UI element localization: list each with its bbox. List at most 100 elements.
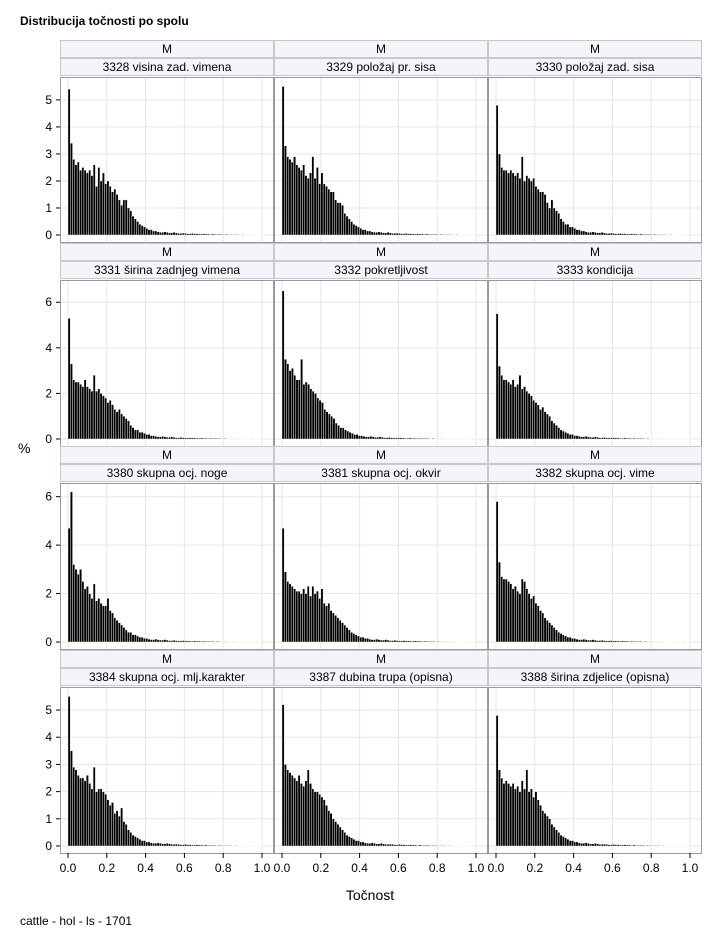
histogram-bar — [580, 436, 583, 440]
histogram-bar — [74, 769, 78, 847]
histogram-bar — [188, 640, 192, 643]
histogram-bar — [421, 641, 424, 643]
histogram-bar — [316, 590, 319, 643]
histogram-bar — [386, 232, 390, 236]
histogram-bar — [541, 612, 545, 643]
histogram-bar — [418, 844, 422, 847]
footer-note: cattle - hol - ls - 1701 — [20, 914, 133, 928]
histogram-bar — [177, 233, 181, 236]
histogram-bar — [361, 636, 365, 643]
histogram-bar — [193, 844, 197, 847]
histogram-bar — [83, 169, 87, 236]
histogram-bar — [418, 233, 422, 236]
histogram-bar — [325, 186, 328, 236]
histogram-bar — [609, 640, 613, 643]
histogram-bar — [218, 233, 222, 236]
histogram-bar — [209, 437, 212, 440]
histogram-bar — [229, 234, 233, 236]
histogram-bar — [400, 233, 404, 236]
panel-sex-label: M — [162, 42, 172, 56]
histogram-bar — [539, 191, 542, 236]
histogram-bar — [596, 232, 599, 236]
histogram-bar — [530, 598, 533, 643]
histogram-bar — [632, 641, 636, 643]
histogram-bar — [534, 402, 538, 440]
histogram-bar — [304, 381, 308, 440]
histogram-bar — [427, 641, 431, 643]
x-tick-label: 0.0 — [60, 861, 77, 875]
histogram-bar — [302, 588, 306, 643]
histogram-bar — [525, 769, 529, 847]
histogram-bar — [92, 164, 96, 236]
histogram-bar — [557, 632, 561, 643]
histogram-bar — [313, 791, 317, 847]
panel-trait-label: 3388 širina zdjelice (opisna) — [521, 670, 670, 684]
histogram-bar — [72, 766, 76, 847]
histogram-bar — [170, 844, 174, 847]
histogram-bar — [580, 843, 583, 847]
histogram-bar — [430, 845, 433, 847]
histogram-bar — [304, 175, 308, 236]
histogram-bar — [420, 438, 424, 440]
histogram-bar — [393, 640, 397, 643]
histogram-bar — [218, 438, 222, 440]
histogram-bar — [127, 632, 130, 643]
histogram-bar — [74, 164, 78, 236]
histogram-bar — [207, 844, 210, 847]
histogram-bar — [609, 844, 613, 847]
panel-sex-label: M — [376, 245, 386, 259]
histogram-bar — [220, 845, 224, 847]
y-tick-label: 2 — [45, 174, 52, 188]
y-tick-label: 5 — [45, 93, 52, 107]
histogram-bar — [662, 234, 666, 236]
histogram-bar — [623, 640, 627, 643]
histogram-bar — [402, 844, 406, 847]
histogram-bar — [156, 842, 160, 847]
histogram-bar — [655, 234, 659, 236]
histogram-bar — [555, 425, 558, 440]
histogram-bar — [336, 617, 340, 643]
histogram-bar — [557, 832, 561, 847]
histogram-bar — [407, 844, 411, 847]
y-tick-label: 4 — [45, 730, 52, 744]
histogram-bar — [302, 164, 306, 236]
histogram-bar — [422, 438, 426, 440]
histogram-bar — [502, 169, 506, 236]
histogram-bar — [543, 194, 547, 236]
histogram-bar — [202, 437, 206, 440]
histogram-bar — [191, 437, 194, 440]
histogram-bar — [450, 234, 454, 236]
histogram-bar — [416, 640, 420, 643]
histogram-bar — [293, 777, 296, 847]
y-tick-label: 4 — [45, 120, 52, 134]
histogram-bar — [557, 427, 561, 440]
histogram-bar — [104, 397, 107, 440]
histogram-bar — [350, 221, 353, 236]
histogram-bar — [448, 234, 452, 236]
histogram-bar — [566, 433, 570, 440]
histogram-bar — [76, 381, 80, 440]
histogram-bar — [300, 593, 303, 643]
histogram-bar — [70, 363, 73, 440]
histogram-bar — [329, 813, 333, 847]
y-tick-label: 2 — [45, 386, 52, 400]
histogram-bar — [147, 229, 151, 236]
panel-strip-sex — [488, 446, 702, 464]
histogram-bar — [81, 386, 85, 440]
histogram-bar — [216, 438, 219, 440]
histogram-bar — [290, 775, 294, 847]
histogram-bar — [74, 569, 78, 643]
histogram-bar — [320, 796, 324, 847]
histogram-bar — [644, 641, 647, 643]
histogram-bar — [425, 844, 429, 847]
histogram-bar — [156, 231, 160, 236]
histogram-bar — [414, 844, 417, 847]
histogram-bar — [516, 785, 520, 847]
histogram-bar — [370, 639, 374, 643]
histogram-bar — [186, 640, 190, 643]
histogram-bar — [516, 172, 520, 236]
histogram-bar — [92, 583, 96, 643]
histogram-bar — [598, 232, 602, 236]
histogram-bar — [648, 845, 652, 847]
histogram-bar — [143, 638, 146, 643]
